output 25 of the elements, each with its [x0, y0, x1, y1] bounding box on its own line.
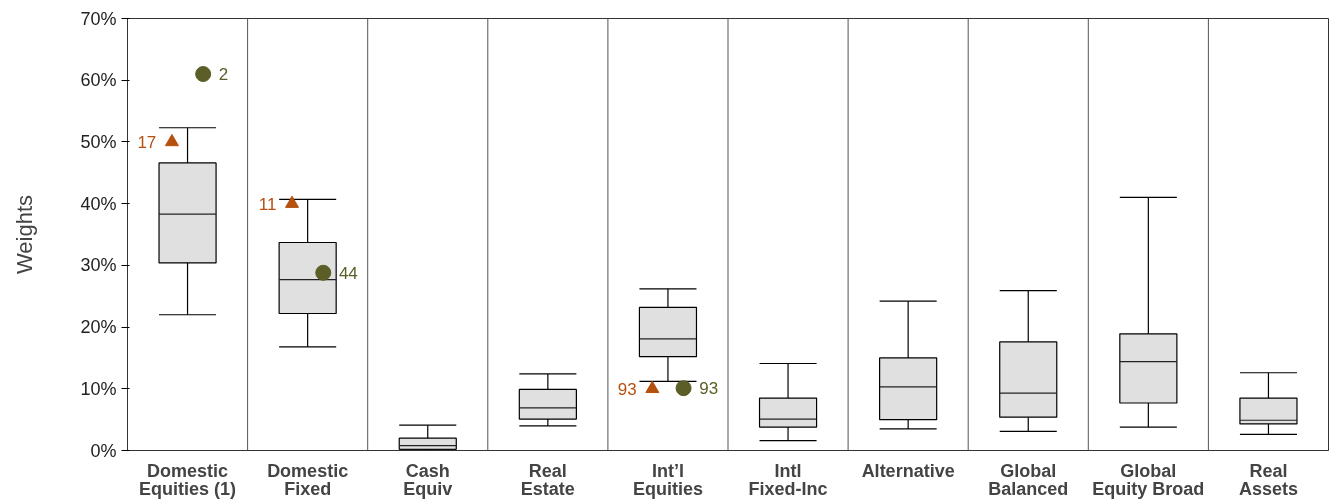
y-axis-title: Weights — [12, 194, 38, 275]
y-tick-label: 50% — [80, 131, 117, 152]
x-tick-label: Domestic Equities (1) — [139, 460, 237, 499]
y-tick-label: 70% — [80, 8, 117, 29]
annotation: 93 — [617, 379, 637, 399]
y-tick-label: 10% — [80, 378, 117, 399]
x-tick-label: Cash Equiv — [403, 460, 453, 499]
x-tick-label: Real Assets — [1238, 460, 1298, 499]
annotation: 17 — [137, 132, 157, 152]
x-tick-label: Intl Fixed-Inc — [748, 460, 828, 499]
annotation: 93 — [699, 379, 719, 399]
annotation: 44 — [338, 263, 358, 283]
x-tick-label: Domestic Fixed — [267, 460, 349, 499]
annotation: 2 — [218, 65, 229, 85]
y-tick-label: 60% — [80, 70, 117, 91]
y-tick-label: 0% — [90, 440, 117, 461]
x-tick-label: Global Balanced — [988, 460, 1069, 499]
y-tick-label: 40% — [80, 193, 117, 214]
y-tick-label: 20% — [80, 317, 117, 338]
x-tick-label: Global Equity Broad — [1092, 460, 1205, 499]
x-tick-label: Real Estate — [520, 460, 575, 499]
x-tick-label: Alternative — [861, 460, 955, 481]
y-tick-label: 30% — [80, 255, 117, 276]
x-tick-label: Int’l Equities — [632, 460, 703, 499]
annotation: 11 — [258, 194, 277, 214]
